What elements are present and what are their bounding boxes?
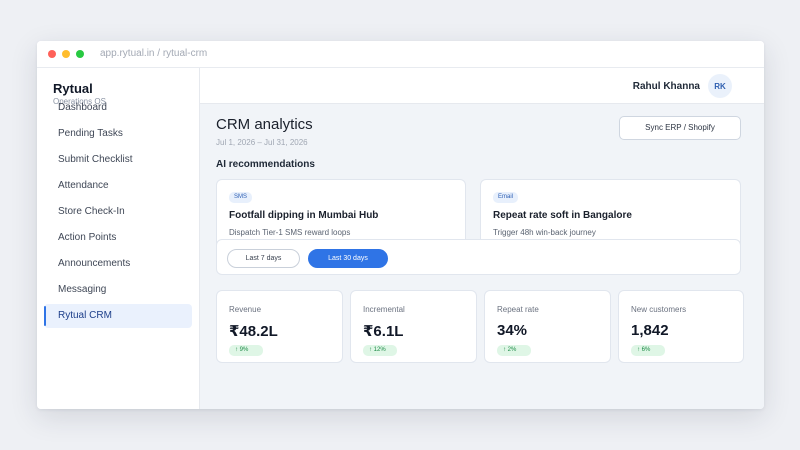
recommendation-title: Footfall dipping in Mumbai Hub — [229, 210, 379, 221]
metric-card-new-customers: New customers 1,842 ↑ 6% — [618, 290, 744, 363]
metric-value: 34% — [497, 322, 528, 339]
maximize-window-icon[interactable] — [76, 50, 84, 58]
filter-last-30-days[interactable]: Last 30 days — [308, 249, 388, 268]
brand-name: Rytual — [53, 81, 93, 96]
sidebar: Rytual Operations OS Dashboard Pending T… — [37, 68, 200, 409]
recommendation-description: Trigger 48h win-back journey — [493, 228, 596, 237]
recommendation-card[interactable]: SMS Footfall dipping in Mumbai Hub Dispa… — [216, 179, 466, 249]
sidebar-item-rytual-crm[interactable]: Rytual CRM — [44, 304, 192, 328]
metric-label: Repeat rate — [497, 305, 539, 314]
metric-value: 1,842 — [631, 322, 669, 339]
metric-value: ₹6.1L — [363, 323, 404, 340]
brand-subtitle: Operations OS — [53, 97, 106, 106]
date-range: Jul 1, 2026 – Jul 31, 2026 — [216, 138, 308, 147]
metric-delta-badge: ↑ 6% — [631, 345, 665, 356]
recommendation-card[interactable]: Email Repeat rate soft in Bangalore Trig… — [480, 179, 741, 249]
metric-delta-badge: ↑ 2% — [497, 345, 531, 356]
browser-titlebar: app.rytual.in / rytual-crm — [37, 41, 764, 68]
sidebar-item-messaging[interactable]: Messaging — [58, 284, 107, 295]
metric-value: ₹48.2L — [229, 323, 278, 340]
channel-badge: SMS — [229, 192, 253, 203]
sync-erp-shopify-button[interactable]: Sync ERP / Shopify — [619, 116, 741, 140]
avatar[interactable]: RK — [708, 74, 732, 98]
sidebar-item-action-points[interactable]: Action Points — [58, 232, 117, 243]
main-content: CRM analytics Jul 1, 2026 – Jul 31, 2026… — [200, 104, 764, 409]
sidebar-item-pending-tasks[interactable]: Pending Tasks — [58, 128, 123, 139]
sidebar-item-dashboard[interactable]: Dashboard — [58, 102, 107, 113]
filter-last-7-days[interactable]: Last 7 days — [227, 249, 300, 268]
app-window: app.rytual.in / rytual-crm Rytual Operat… — [37, 41, 764, 409]
metric-label: Incremental — [363, 305, 405, 314]
date-filter-bar: Last 7 days Last 30 days — [216, 239, 741, 275]
close-window-icon[interactable] — [48, 50, 56, 58]
address-bar[interactable]: app.rytual.in / rytual-crm — [100, 48, 208, 59]
metric-card-repeat-rate: Repeat rate 34% ↑ 2% — [484, 290, 611, 363]
metric-card-revenue: Revenue ₹48.2L ↑ 9% — [216, 290, 343, 363]
recommendation-description: Dispatch Tier-1 SMS reward loops — [229, 228, 351, 237]
channel-badge: Email — [493, 192, 519, 203]
sidebar-item-attendance[interactable]: Attendance — [58, 180, 109, 191]
user-name[interactable]: Rahul Khanna — [632, 81, 700, 92]
recommendation-title: Repeat rate soft in Bangalore — [493, 210, 632, 221]
top-header: Rahul Khanna RK — [200, 68, 764, 104]
page-title: CRM analytics — [216, 116, 313, 133]
sidebar-item-submit-checklist[interactable]: Submit Checklist — [58, 154, 133, 165]
metric-card-incremental: Incremental ₹6.1L ↑ 12% — [350, 290, 477, 363]
metric-delta-badge: ↑ 9% — [229, 345, 263, 356]
metric-delta-badge: ↑ 12% — [363, 345, 397, 356]
sidebar-item-announcements[interactable]: Announcements — [58, 258, 131, 269]
sidebar-item-store-check-in[interactable]: Store Check-In — [58, 206, 125, 217]
metric-label: New customers — [631, 305, 687, 314]
ai-recommendations-heading: AI recommendations — [216, 159, 315, 170]
metric-label: Revenue — [229, 305, 262, 314]
minimize-window-icon[interactable] — [62, 50, 70, 58]
